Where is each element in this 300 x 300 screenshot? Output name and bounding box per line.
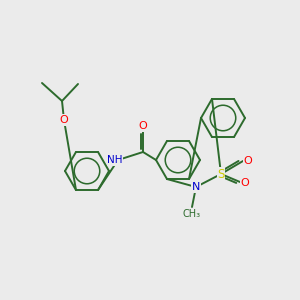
Text: O: O: [60, 115, 68, 125]
Text: O: O: [244, 156, 252, 166]
Text: S: S: [217, 167, 225, 181]
Text: CH₃: CH₃: [183, 209, 201, 219]
Text: N: N: [192, 182, 200, 192]
Text: O: O: [241, 178, 249, 188]
Text: O: O: [139, 121, 147, 131]
Text: NH: NH: [107, 155, 123, 165]
